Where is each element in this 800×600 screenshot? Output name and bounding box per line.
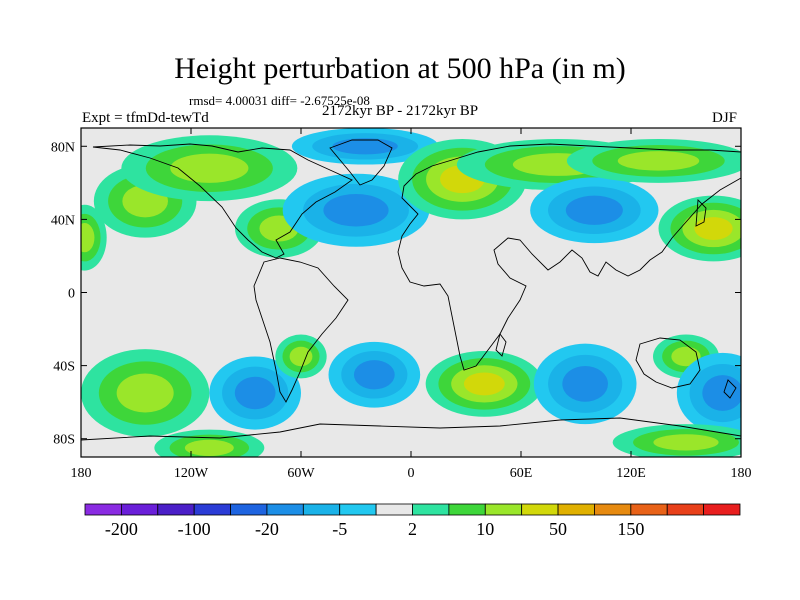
anomaly-12: [209, 356, 301, 430]
anomaly-12-band-3: [234, 376, 276, 410]
coastline-japan: [695, 198, 707, 227]
anomaly-9-band-3: [617, 151, 700, 171]
colorbar-box-8: [375, 503, 413, 516]
x-tick-label-3: 0: [408, 466, 415, 481]
coastline-antarctica: [81, 417, 741, 441]
anomaly-14-band-3: [353, 360, 395, 390]
x-tick-label-5: 120E: [616, 466, 646, 481]
anomaly-2: [121, 135, 298, 202]
y-tick-label-2: 0: [68, 287, 75, 302]
anomaly-18: [676, 352, 741, 434]
colorbar-box-0: [84, 503, 122, 516]
rmsd-diff-stats: rmsd= 4.00031 diff= -2.67525e-08: [189, 93, 370, 108]
coastline-new-zealand: [723, 379, 737, 399]
anomaly-8-band-3: [565, 195, 623, 225]
colorbar-box-5: [266, 503, 304, 516]
colorbar-box-4: [230, 503, 268, 516]
colorbar-box-13: [557, 503, 595, 516]
colorbar-box-16: [666, 503, 705, 516]
coastline-greenland: [329, 139, 393, 186]
anomaly-16: [533, 343, 637, 425]
colorbar-label-1: -100: [178, 519, 211, 539]
colorbar-box-2: [157, 503, 195, 516]
coastline-layer: [81, 139, 741, 441]
colorbar-box-7: [339, 503, 377, 516]
colorbar-box-6: [302, 503, 341, 516]
anomaly-15: [425, 350, 543, 417]
anomaly-11: [81, 349, 210, 437]
anomaly-2-band-3: [170, 153, 249, 183]
colorbar-label-5: 10: [476, 519, 494, 539]
colorbar-box-17: [703, 503, 741, 516]
x-tick-label-4: 60E: [510, 466, 533, 481]
colorbar-box-15: [630, 503, 668, 516]
colorbar-box-9: [412, 503, 450, 516]
anomaly-1-band-3: [81, 223, 95, 253]
anomaly-13-band-3: [289, 346, 313, 367]
coastline-south-america: [253, 257, 349, 403]
anomaly-10: [658, 195, 741, 262]
y-tick-label-4: 80S: [53, 433, 75, 448]
colorbar-label-2: -20: [255, 519, 279, 539]
anomaly-8: [530, 177, 659, 244]
colorbar-label-0: -200: [105, 519, 138, 539]
colorbar-box-11: [484, 503, 523, 516]
anomaly-14: [328, 341, 421, 408]
chart-title: Height perturbation at 500 hPa (in m): [174, 52, 626, 85]
colorbar-label-4: 2: [408, 519, 417, 539]
period-label: 2172kyr BP - 2172kyr BP: [322, 103, 479, 119]
x-tick-label-1: 120W: [174, 466, 209, 481]
coastline-australia: [635, 337, 701, 389]
colorbar-box-3: [193, 503, 231, 516]
anomaly-5: [291, 128, 439, 165]
colorbar-box-12: [521, 503, 559, 516]
anomaly-17-band-3: [671, 346, 701, 367]
colorbar-box-14: [594, 503, 632, 516]
anomaly-20: [612, 424, 741, 457]
colorbar-label-3: -5: [332, 519, 347, 539]
y-tick-label-1: 40N: [51, 213, 75, 228]
y-tick-label-3: 40S: [53, 360, 75, 375]
anomaly-18-band-3: [702, 375, 741, 411]
y-tick-label-0: 80N: [51, 140, 75, 155]
colorbar-box-10: [448, 503, 486, 516]
anomaly-19-band-3: [184, 439, 234, 456]
anomaly-9: [566, 138, 741, 183]
colorbar: -200 -100 -20 -5 2 10 50 150: [84, 503, 741, 539]
x-tick-label-2: 60W: [287, 466, 315, 481]
anomaly-10-band-4: [694, 217, 733, 240]
colorbar-label-7: 150: [617, 519, 644, 539]
x-tick-label-0: 180: [71, 466, 92, 481]
anomaly-20-band-3: [653, 434, 719, 451]
colorbar-box-1: [120, 503, 159, 516]
x-tick-label-6: 180: [731, 466, 752, 481]
anomaly-4-band-3: [323, 194, 389, 227]
anomaly-4: [282, 173, 430, 247]
colorbar-label-6: 50: [549, 519, 567, 539]
anomaly-1: [81, 204, 107, 271]
anomaly-5-band-3: [332, 138, 398, 155]
anomaly-11-band-3: [116, 373, 174, 413]
season-label: DJF: [712, 110, 738, 126]
coastline-north-america: [92, 143, 353, 259]
anomaly-13: [275, 334, 327, 379]
coastline-eurasia-africa: [397, 143, 741, 371]
anomaly-15-band-4: [463, 372, 505, 396]
coastline-madagascar: [495, 332, 507, 357]
axis-layer: 180 120W 60W 0 60E 120E 180 80N 40N 0 40S 80S: [51, 128, 752, 481]
anomaly-16-band-3: [562, 366, 608, 402]
experiment-label: Expt = tfmDd-tewTd: [82, 110, 209, 126]
